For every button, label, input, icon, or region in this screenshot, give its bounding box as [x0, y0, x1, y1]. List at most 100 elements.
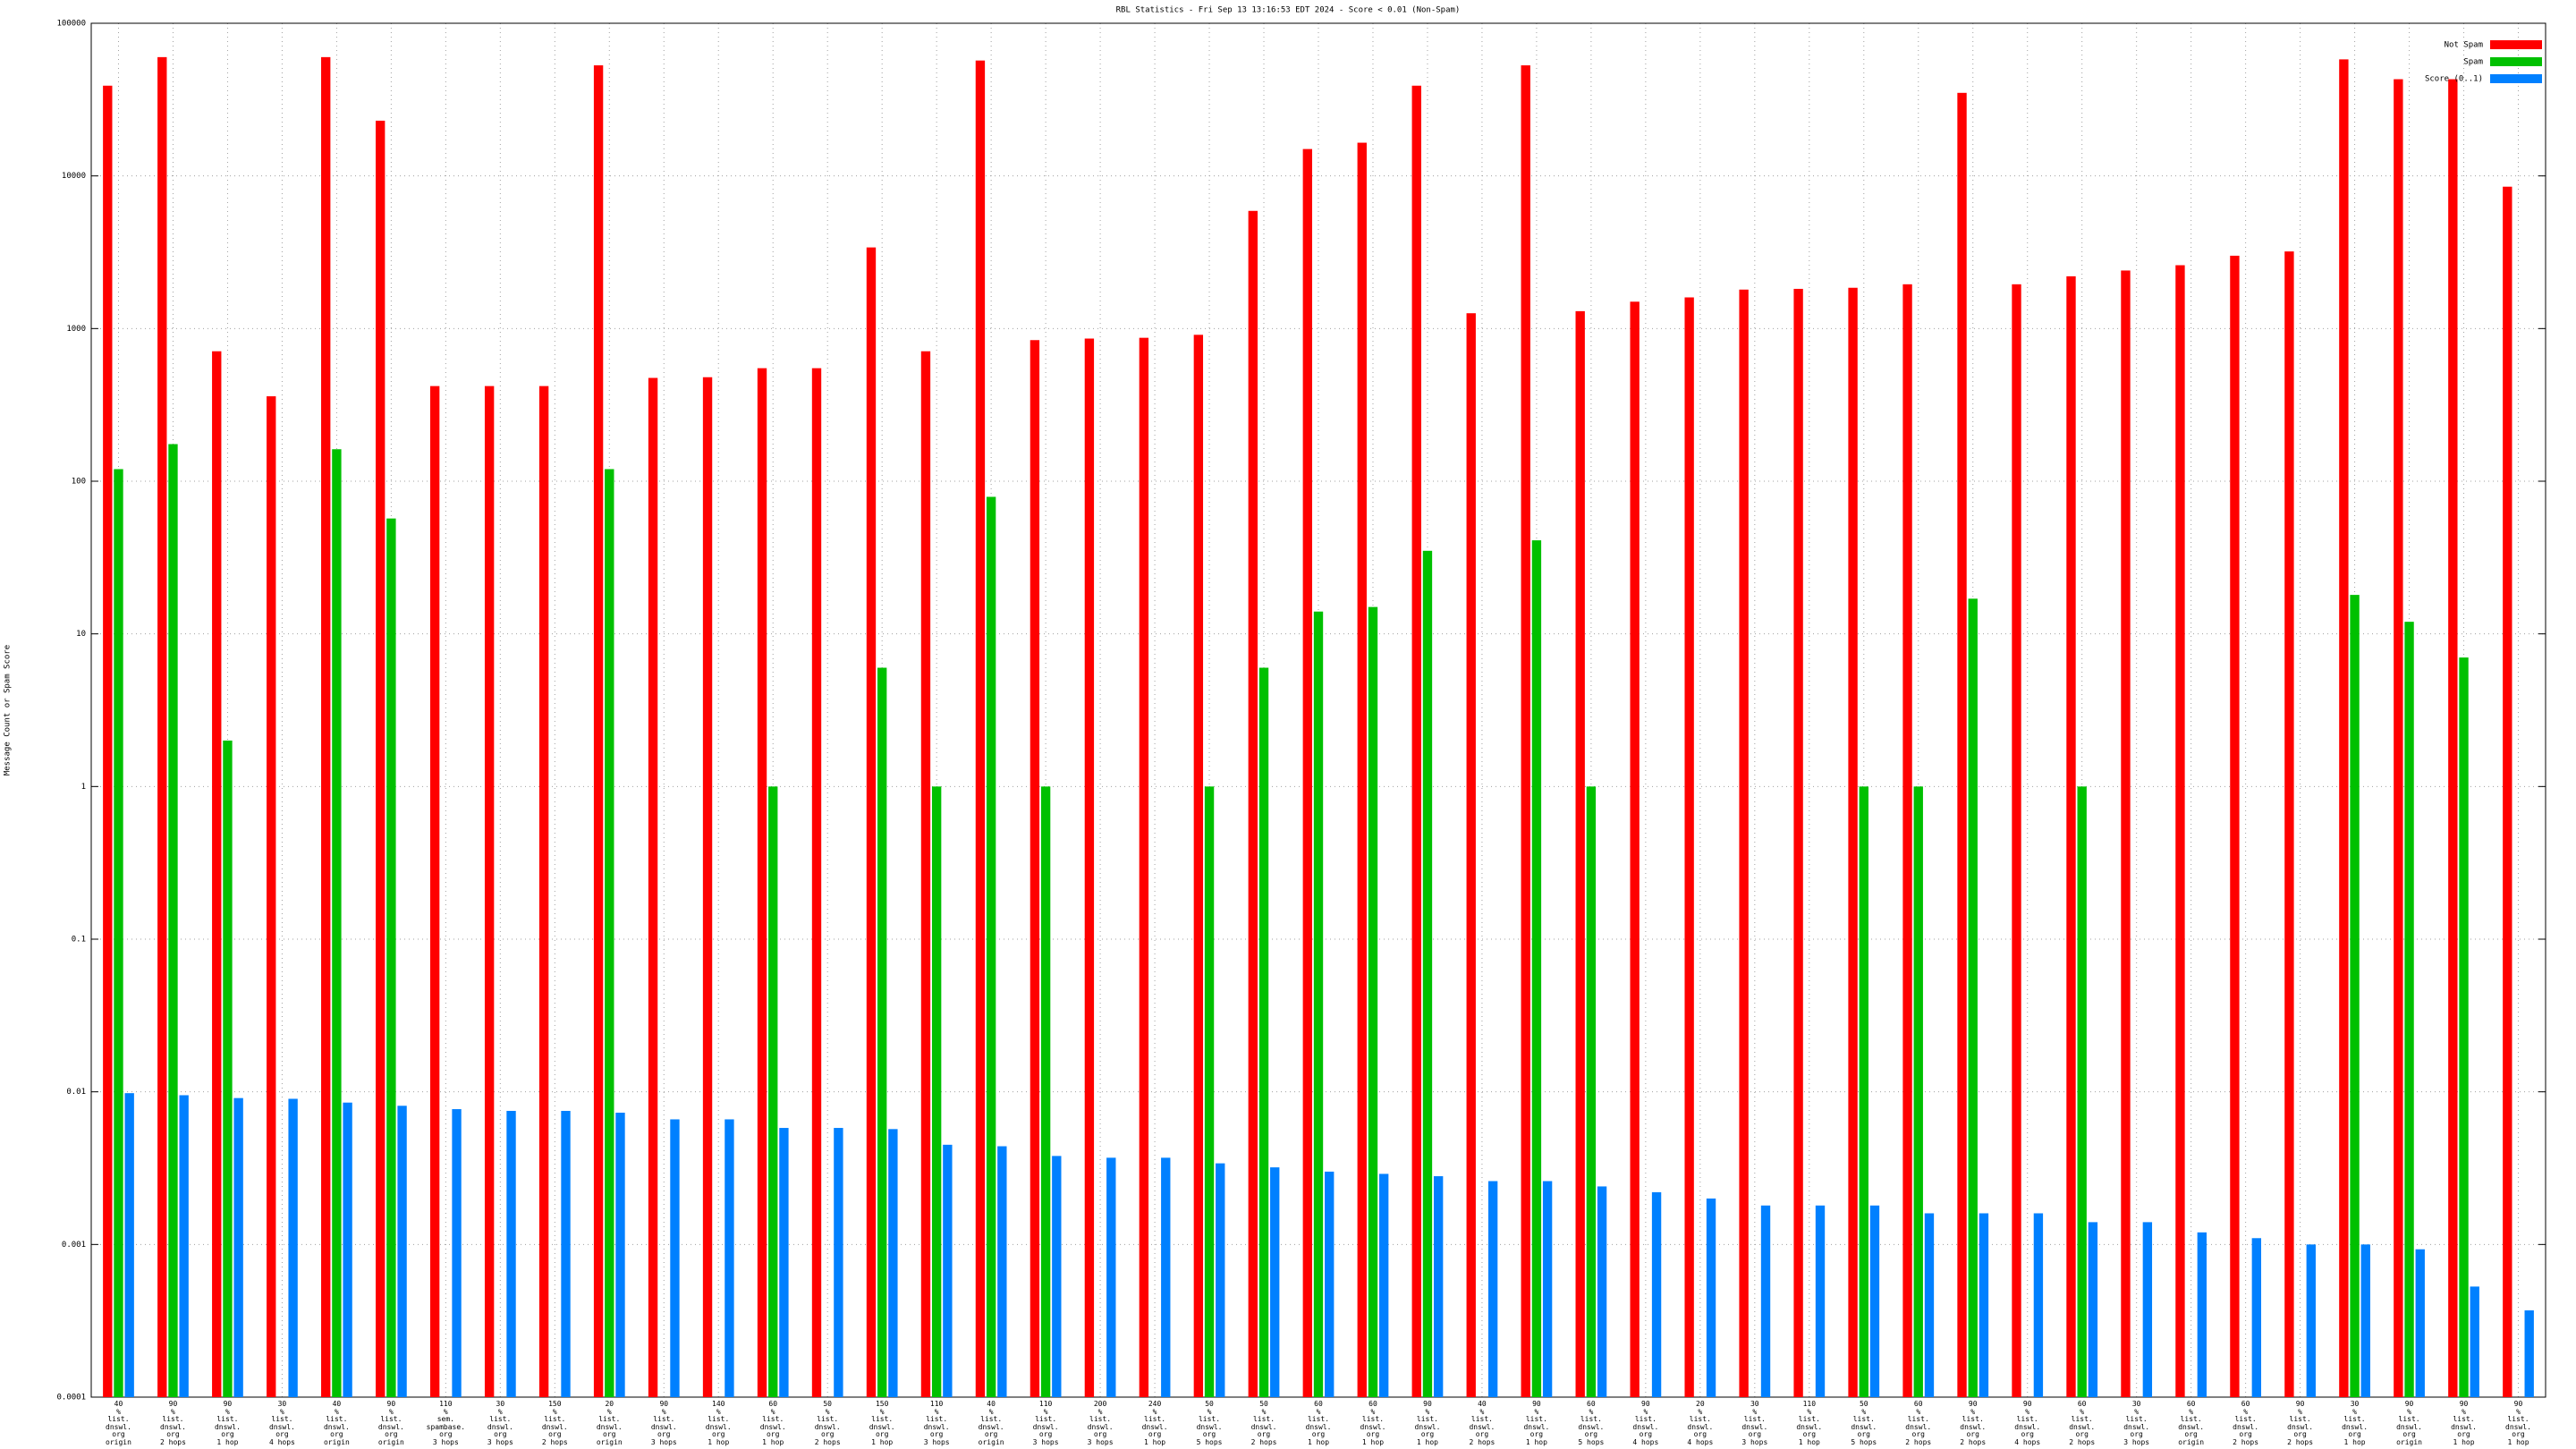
bar [1258, 667, 1269, 1397]
y-axis-label: Message Count or Spam Score [4, 645, 13, 775]
x-tick-label: 200 % list. dnswl. org 3 hops [1087, 1400, 1114, 1446]
x-tick-label: 140 % list. dnswl. org 1 hop [705, 1400, 732, 1446]
bar [2524, 1310, 2534, 1397]
bar [1706, 1198, 1716, 1397]
bar [1542, 1181, 1553, 1397]
bar [1979, 1213, 1989, 1397]
x-tick-label: 50 % list. dnswl. org 2 hops [1250, 1400, 1277, 1446]
bar [920, 351, 931, 1398]
bar [2142, 1222, 2153, 1397]
bar [114, 469, 123, 1398]
x-tick-label: 240 % list. dnswl. org 1 hop [1141, 1400, 1168, 1446]
bar [2077, 786, 2087, 1397]
bar [1869, 1205, 1880, 1397]
x-tick-label: 50 % list. dnswl. org 5 hops [1851, 1400, 1877, 1446]
bar [1204, 786, 1215, 1397]
x-tick-label: 30 % list. dnswl. org 3 hops [2123, 1400, 2150, 1446]
bar [2230, 255, 2240, 1397]
x-tick-label: 60 % list. dnswl. org 1 hop [1305, 1400, 1332, 1446]
bar [811, 368, 822, 1397]
bar [288, 1098, 298, 1397]
x-tick-label: 90 % list. dnswl. org 2 hops [160, 1400, 186, 1446]
bar [1084, 338, 1095, 1398]
bar [1139, 337, 1149, 1397]
x-tick-label: 110 % list. dnswl. org 3 hops [1032, 1400, 1059, 1446]
bar [375, 120, 386, 1398]
bar [2350, 595, 2360, 1397]
bar [2470, 1286, 2479, 1397]
bar [343, 1102, 352, 1397]
bar [506, 1110, 516, 1397]
bar [267, 396, 276, 1397]
bar [1630, 301, 1640, 1398]
bar [1368, 606, 1378, 1397]
bar [1597, 1186, 1607, 1397]
x-tick-label: 60 % list. dnswl. org 5 hops [1578, 1400, 1605, 1446]
bar [1957, 92, 1967, 1398]
bar [2121, 270, 2131, 1397]
bar [2306, 1244, 2316, 1397]
x-tick-label: 30 % list. dnswl. org 4 hops [268, 1400, 295, 1446]
y-tick-label: 100 [72, 478, 86, 487]
bar [768, 786, 778, 1397]
x-tick-label: 90 % list. dnswl. org 4 hops [2014, 1400, 2041, 1446]
bar [593, 65, 604, 1398]
bar [1270, 1167, 1280, 1397]
bar [615, 1112, 625, 1397]
bar [1052, 1156, 1062, 1397]
x-tick-label: 40 % list. dnswl. org origin [323, 1400, 350, 1446]
bar [452, 1109, 462, 1397]
x-tick-label: 40 % list. dnswl. org origin [978, 1400, 1004, 1446]
x-tick-label: 110 % sem. spambase. org 3 hops [426, 1400, 466, 1446]
x-tick-label: 30 % list. dnswl. org 1 hop [2342, 1400, 2368, 1446]
bar [1760, 1205, 1771, 1397]
bar [975, 60, 986, 1397]
bar [321, 56, 331, 1398]
bar [2459, 657, 2469, 1397]
bar [168, 444, 178, 1398]
bar [702, 377, 713, 1397]
bar [484, 386, 495, 1398]
bar [757, 368, 767, 1397]
bar [2088, 1222, 2098, 1397]
bar [931, 786, 942, 1397]
bar [648, 377, 658, 1397]
bar [2175, 265, 2185, 1397]
bar [877, 667, 887, 1397]
bar [1106, 1157, 1116, 1397]
bar [1302, 148, 1312, 1397]
x-tick-label: 90 % list. dnswl. org 1 hop [2451, 1400, 2477, 1446]
bar [1848, 287, 1858, 1397]
bar [888, 1129, 898, 1397]
bar [1466, 313, 1476, 1398]
bar [332, 449, 342, 1397]
y-tick-label: 1000 [66, 325, 86, 334]
bar [670, 1119, 680, 1397]
bar [1521, 65, 1530, 1398]
x-tick-label: 110 % list. dnswl. org 1 hop [1796, 1400, 1823, 1446]
x-tick-label: 60 % list. dnswl. org 2 hops [2069, 1400, 2096, 1446]
x-tick-label: 30 % list. dnswl. org 3 hops [1741, 1400, 1768, 1446]
bar [2339, 59, 2349, 1397]
x-tick-label: 30 % list. dnswl. org 3 hops [487, 1400, 513, 1446]
bar [779, 1128, 789, 1397]
bar [1739, 289, 1749, 1397]
bar [179, 1095, 189, 1397]
x-tick-label: 60 % list. dnswl. org 2 hops [1905, 1400, 1932, 1446]
x-tick-label: 150 % list. dnswl. org 2 hops [541, 1400, 568, 1446]
x-tick-label: 60 % list. dnswl. org origin [2178, 1400, 2205, 1446]
x-tick-label: 60 % list. dnswl. org 2 hops [2233, 1400, 2259, 1446]
x-tick-label: 60 % list. dnswl. org 1 hop [759, 1400, 786, 1446]
bar [103, 85, 113, 1398]
bar [2066, 275, 2076, 1397]
x-tick-label: 50 % list. dnswl. org 2 hops [814, 1400, 841, 1446]
bar [1651, 1191, 1662, 1397]
bar [1313, 611, 1324, 1397]
bar [1913, 786, 1923, 1397]
bar [2448, 79, 2458, 1398]
bar [1684, 297, 1694, 1398]
bar [1793, 288, 1803, 1398]
x-tick-label: 40 % list. dnswl. org 2 hops [1469, 1400, 1496, 1446]
